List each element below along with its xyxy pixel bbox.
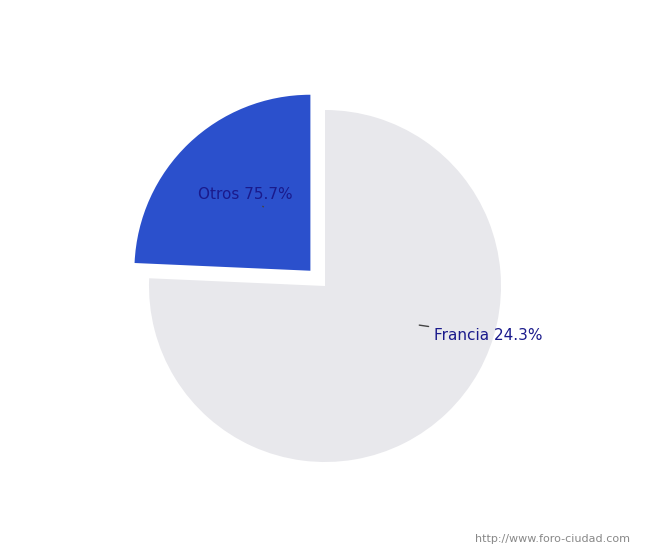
Text: Otros 75.7%: Otros 75.7% [198,187,293,207]
Text: La Palma del Condado - Turistas extranjeros según país - Abril de 2024: La Palma del Condado - Turistas extranje… [55,25,595,41]
Text: Francia 24.3%: Francia 24.3% [419,325,543,343]
Wedge shape [149,110,501,462]
Wedge shape [135,95,311,271]
Text: http://www.foro-ciudad.com: http://www.foro-ciudad.com [476,535,630,544]
